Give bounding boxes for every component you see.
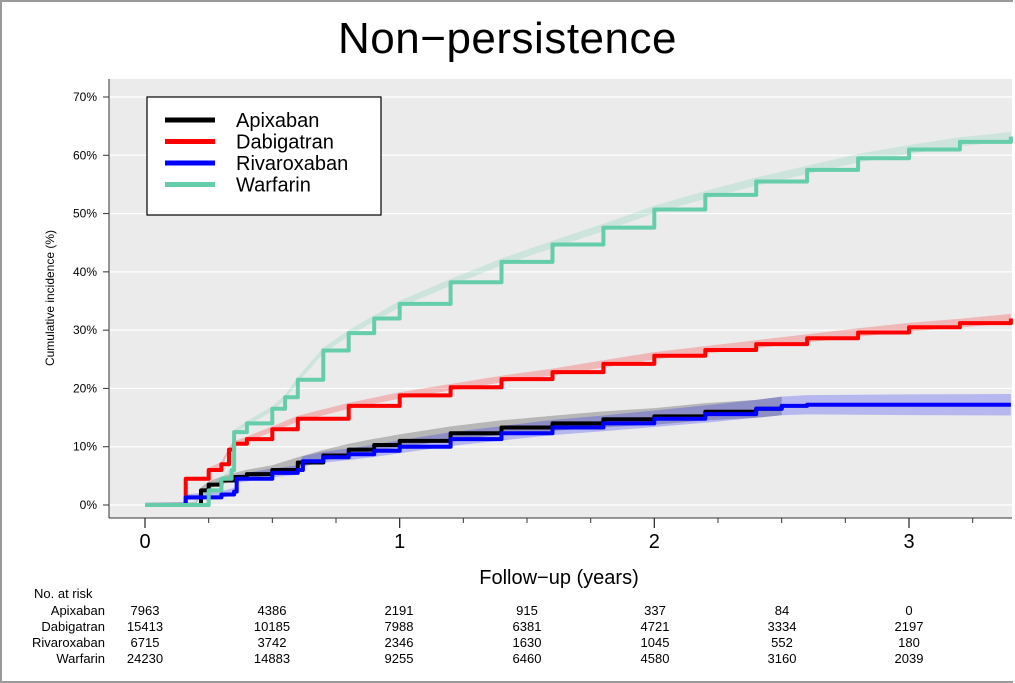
y-tick-label: 40%	[73, 265, 97, 279]
y-axis: 0% 10% 20% 30% 40% 50% 60% 70%	[73, 79, 110, 518]
chart-area: 0% 10% 20% 30% 40% 50% 60% 70% 0 1 2 3 Cumulative …	[43, 79, 1013, 589]
risk-value: 337	[644, 603, 666, 618]
y-tick-label: 70%	[73, 90, 97, 104]
legend-label-dabigatran: Dabigatran	[236, 132, 334, 154]
warfarin-line	[145, 136, 1013, 507]
x-tick-label: 0	[139, 531, 150, 553]
risk-value: 180	[898, 635, 920, 650]
legend-label-rivaroxaban: Rivaroxaban	[236, 153, 348, 175]
risk-value: 6460	[512, 651, 542, 666]
legend-box	[146, 96, 382, 216]
risk-row-label: Warfarin	[56, 651, 105, 666]
risk-value: 915	[516, 603, 538, 618]
risk-value: 1045	[640, 635, 670, 650]
risk-value: 24230	[126, 651, 164, 666]
risk-value: 2039	[894, 651, 924, 666]
chart-title: Non−persistence	[338, 14, 677, 63]
risk-value: 10185	[253, 619, 291, 634]
risk-value: 14883	[253, 651, 291, 666]
risk-value: 3334	[767, 619, 797, 634]
risk-value: 1630	[512, 635, 542, 650]
risk-value: 2191	[384, 603, 414, 618]
risk-value: 2197	[894, 619, 924, 634]
y-tick-label: 10%	[73, 440, 97, 454]
y-axis-label: Cumulative incidence (%)	[43, 230, 57, 366]
x-tick-label: 2	[649, 531, 660, 553]
y-tick-label: 0%	[80, 498, 98, 512]
series-lines	[145, 136, 1013, 507]
risk-row-label: Dabigatran	[41, 619, 105, 634]
y-tick-label: 20%	[73, 381, 97, 395]
dabigatran-line	[145, 318, 1013, 507]
risk-value: 2346	[384, 635, 414, 650]
risk-value: 6381	[512, 619, 542, 634]
risk-value: 0	[905, 603, 913, 618]
risk-value: 15413	[126, 619, 164, 634]
risk-value: 3160	[767, 651, 797, 666]
risk-value: 552	[771, 635, 793, 650]
risk-value: 6715	[130, 635, 160, 650]
y-tick-label: 50%	[73, 207, 97, 221]
risk-value: 84	[774, 603, 790, 618]
legend-label-warfarin: Warfarin	[236, 175, 311, 197]
risk-row-label: Apixaban	[50, 603, 105, 618]
x-tick-label: 1	[394, 531, 405, 553]
risk-value: 4721	[640, 619, 670, 634]
risk-value: 4386	[257, 603, 287, 618]
rivaroxaban-line	[145, 402, 1011, 507]
risk-value: 9255	[384, 651, 414, 666]
x-axis: 0 1 2 3	[109, 517, 1012, 553]
risk-row-label: Rivaroxaban	[32, 635, 105, 650]
legend-label-apixaban: Apixaban	[236, 110, 319, 132]
x-axis-label: Follow−up (years)	[479, 567, 639, 589]
y-tick-label: 30%	[73, 323, 97, 337]
risk-table-heading: No. at risk	[34, 586, 93, 601]
risk-value: 7988	[384, 619, 414, 634]
risk-value: 3742	[257, 635, 287, 650]
risk-value: 7963	[130, 603, 160, 618]
y-tick-label: 60%	[73, 148, 97, 162]
x-tick-label: 3	[903, 531, 914, 553]
risk-value: 4580	[640, 651, 670, 666]
